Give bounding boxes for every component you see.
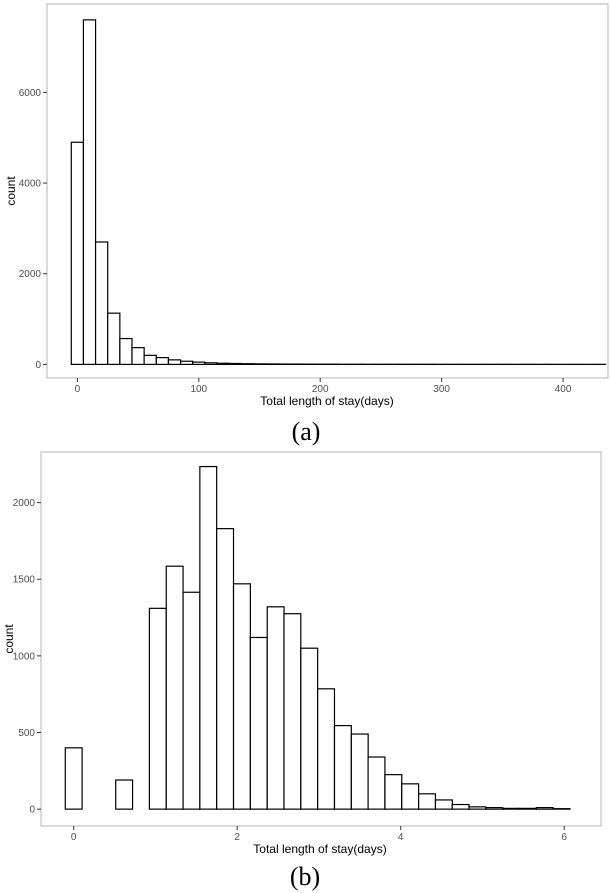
chart-a-ylabel: count	[4, 176, 18, 206]
chart-a-bar	[179, 360, 194, 366]
chart-b-xtick-label: 0	[71, 832, 77, 843]
chart-b-bar	[216, 528, 235, 810]
chart-a-ytick-label: 4000	[19, 179, 42, 190]
chart-b-panel	[40, 451, 602, 827]
chart-b-bar	[232, 583, 251, 810]
chart-b-bar	[367, 756, 386, 810]
chart-a-ytick-label: 6000	[19, 88, 42, 99]
chart-a-bar	[167, 359, 182, 365]
chart-b-bar	[64, 747, 83, 810]
chart-b-bar	[115, 779, 134, 810]
chart-b-ytick-label: 500	[18, 728, 35, 739]
chart-a-panel	[46, 3, 609, 379]
chart-a-xtick-label: 300	[433, 384, 450, 395]
chart-b-ytick-label: 0	[29, 805, 35, 816]
chart-b-bar	[182, 591, 201, 810]
chart-b-bar	[502, 807, 521, 810]
chart-b-ylabel: count	[2, 624, 16, 654]
chart-a-bar	[94, 241, 109, 366]
chart-b-yticks: 0 500 1000 1500 2000	[13, 498, 41, 816]
chart-b-bar	[199, 465, 218, 810]
chart-a-xtick-label: 400	[555, 384, 572, 395]
chart-b-bar	[165, 565, 184, 810]
chart-a-bar	[240, 363, 255, 366]
chart-b-xtick-label: 6	[561, 832, 567, 843]
chart-a-bar	[228, 362, 242, 365]
chart-b-bar	[148, 607, 167, 810]
chart-b-bar	[384, 774, 403, 810]
chart-a-bar	[216, 362, 230, 365]
chart-b-bar	[317, 688, 336, 810]
chart-b-ytick-label: 1500	[13, 575, 36, 586]
chart-b-ytick-label: 2000	[13, 498, 36, 509]
chart-b-bar	[451, 803, 470, 810]
chart-b-bar	[535, 807, 554, 810]
chart-a-xlabel: Total length of stay(days)	[260, 394, 393, 408]
chart-a-bars	[70, 19, 607, 366]
chart-b-bar	[333, 724, 352, 810]
chart-a-caption: (a)	[292, 417, 321, 446]
chart-b-bars	[64, 465, 571, 810]
chart-b-bar	[468, 806, 487, 810]
chart-a-bar	[119, 337, 133, 365]
chart-a-bar	[204, 362, 218, 365]
chart-b-bar	[518, 807, 538, 810]
chart-b-bar	[350, 733, 369, 810]
chart-a-bar	[252, 363, 267, 365]
chart-a-xtick-label: 0	[75, 384, 81, 395]
chart-a-bar	[107, 312, 121, 366]
chart-a-bar	[82, 19, 97, 365]
chart-b-bar	[485, 807, 504, 810]
chart-b-xticks: 0 2 4 6	[71, 826, 567, 843]
chart-b-caption: (b)	[290, 862, 320, 891]
chart-b-bar	[266, 606, 285, 810]
chart-a: 0 100 200 300 400 0 2000 4000 6000 Total length…	[4, 3, 609, 446]
chart-a-bar	[70, 141, 85, 366]
chart-a-bar	[155, 357, 170, 366]
chart-b-ytick-label: 1000	[13, 651, 36, 662]
chart-b-bar	[300, 647, 319, 810]
chart-a-yticks: 0 2000 4000 6000	[19, 88, 47, 371]
chart-b-xtick-label: 2	[234, 832, 240, 843]
chart-b-bar	[401, 783, 420, 810]
chart-b-bar	[434, 799, 453, 810]
chart-b: 0 2 4 6 0 500 1000 1500 2000 Total length of st…	[2, 451, 602, 891]
chart-a-bar	[131, 347, 145, 366]
chart-a-bar	[143, 354, 157, 365]
chart-a-bar	[192, 361, 206, 366]
chart-b-bar	[418, 793, 437, 810]
chart-a-xtick-label: 200	[312, 384, 329, 395]
chart-a-xticks: 0 100 200 300 400	[75, 378, 572, 395]
chart-b-bar	[249, 636, 268, 810]
chart-b-bar	[283, 613, 302, 810]
chart-b-xtick-label: 4	[398, 832, 404, 843]
chart-a-xtick-label: 100	[190, 384, 207, 395]
chart-b-xlabel: Total length of stay(days)	[253, 842, 386, 856]
chart-a-ytick-label: 2000	[19, 269, 42, 280]
chart-a-ytick-label: 0	[35, 360, 41, 371]
